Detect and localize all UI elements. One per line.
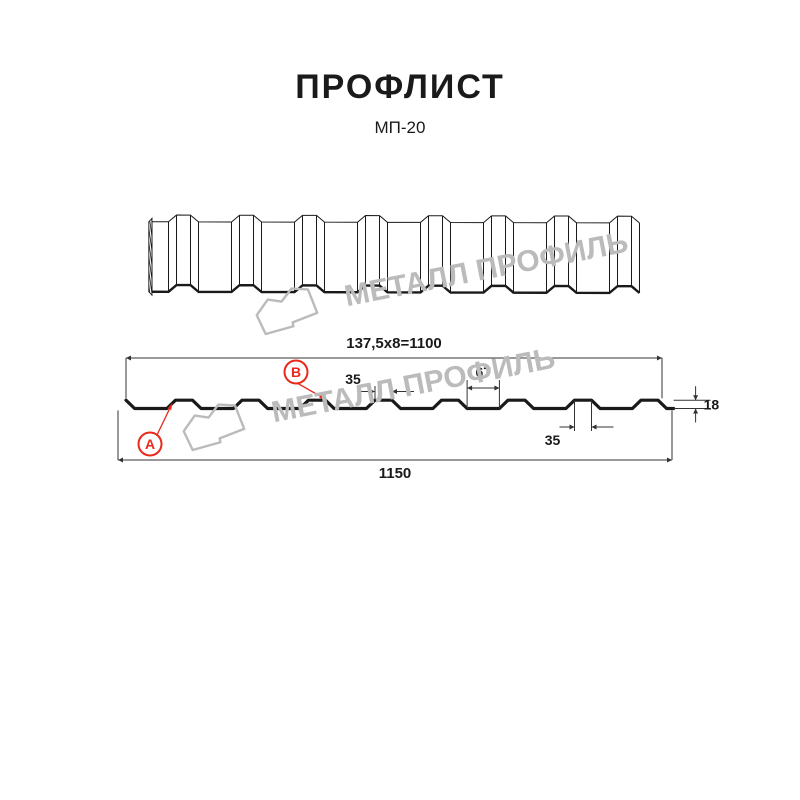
svg-text:18: 18	[704, 396, 720, 412]
svg-text:137,5x8=1100: 137,5x8=1100	[346, 335, 442, 352]
svg-text:35: 35	[545, 432, 561, 448]
svg-text:МЕТАЛЛ ПРОФИЛЬ: МЕТАЛЛ ПРОФИЛЬ	[269, 342, 558, 429]
svg-text:A: A	[145, 436, 155, 452]
svg-text:B: B	[291, 364, 301, 380]
svg-text:1150: 1150	[379, 465, 412, 482]
svg-text:МЕТАЛЛ ПРОФИЛЬ: МЕТАЛЛ ПРОФИЛЬ	[342, 226, 631, 313]
